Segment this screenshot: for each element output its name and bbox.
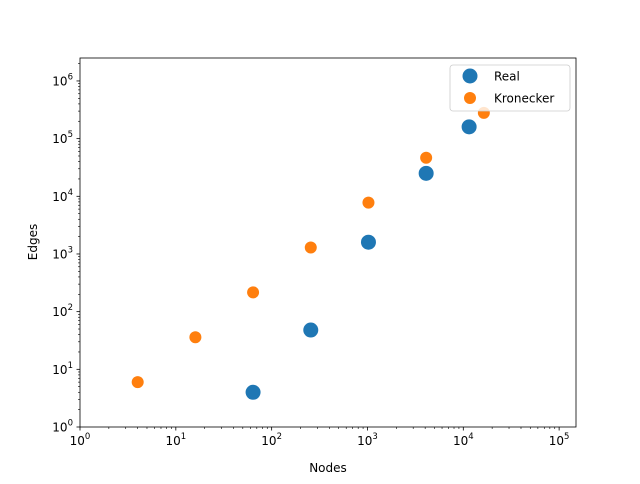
y-axis-label: Edges [26,224,40,260]
y-tick-label: 105 [52,130,73,146]
x-tick-label: 104 [453,432,474,448]
point-kronecker [304,241,317,254]
point-kronecker [420,151,433,164]
x-tick-label: 100 [70,432,91,448]
y-tick-label: 106 [52,72,73,88]
plot-area [80,58,576,427]
legend-marker-kronecker [464,92,476,104]
x-tick-label: 101 [165,432,186,448]
point-kronecker [362,196,375,209]
y-tick-label: 103 [52,245,73,261]
point-real [461,119,477,135]
data-points [131,106,490,400]
legend-label-kronecker: Kronecker [494,92,554,106]
point-real [418,165,434,181]
x-tick-label: 105 [549,432,570,448]
y-axis-ticks: 100 101 102 103 104 105 106 [52,63,80,435]
point-kronecker [189,331,202,344]
point-kronecker [247,286,260,299]
y-tick-label: 101 [52,361,73,377]
legend-label-real: Real [494,70,520,84]
point-kronecker [131,376,144,389]
point-real [303,322,319,338]
legend: Real Kronecker [449,64,571,112]
x-axis-ticks: 100 101 102 103 104 105 [70,427,570,448]
legend-box [449,64,571,112]
y-tick-label: 100 [52,419,73,435]
x-tick-label: 103 [357,432,378,448]
plot-frame [79,57,577,428]
x-axis-label: Nodes [309,461,347,475]
x-tick-label: 102 [261,432,282,448]
point-real [360,234,376,250]
point-real [245,384,261,400]
y-tick-label: 104 [52,188,73,204]
y-tick-label: 102 [52,303,73,319]
legend-marker-real [462,68,478,84]
